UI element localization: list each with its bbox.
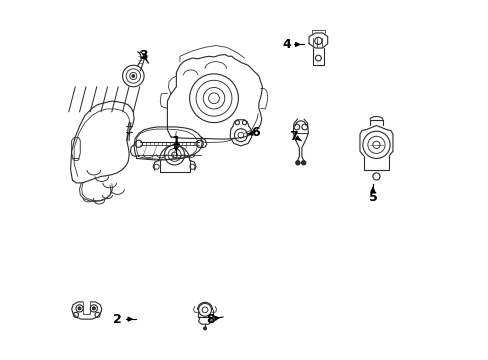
Text: 1: 1 — [172, 135, 181, 148]
Text: 4: 4 — [282, 38, 290, 51]
Circle shape — [295, 161, 300, 165]
Text: 8: 8 — [206, 312, 214, 326]
Circle shape — [132, 75, 135, 77]
Text: 7: 7 — [289, 130, 298, 143]
Text: 2: 2 — [113, 312, 122, 326]
Circle shape — [78, 307, 81, 310]
Circle shape — [92, 307, 95, 310]
Text: 6: 6 — [251, 126, 260, 139]
Text: 5: 5 — [368, 191, 376, 204]
Circle shape — [301, 161, 305, 165]
Circle shape — [203, 327, 206, 330]
Text: 3: 3 — [139, 49, 147, 62]
